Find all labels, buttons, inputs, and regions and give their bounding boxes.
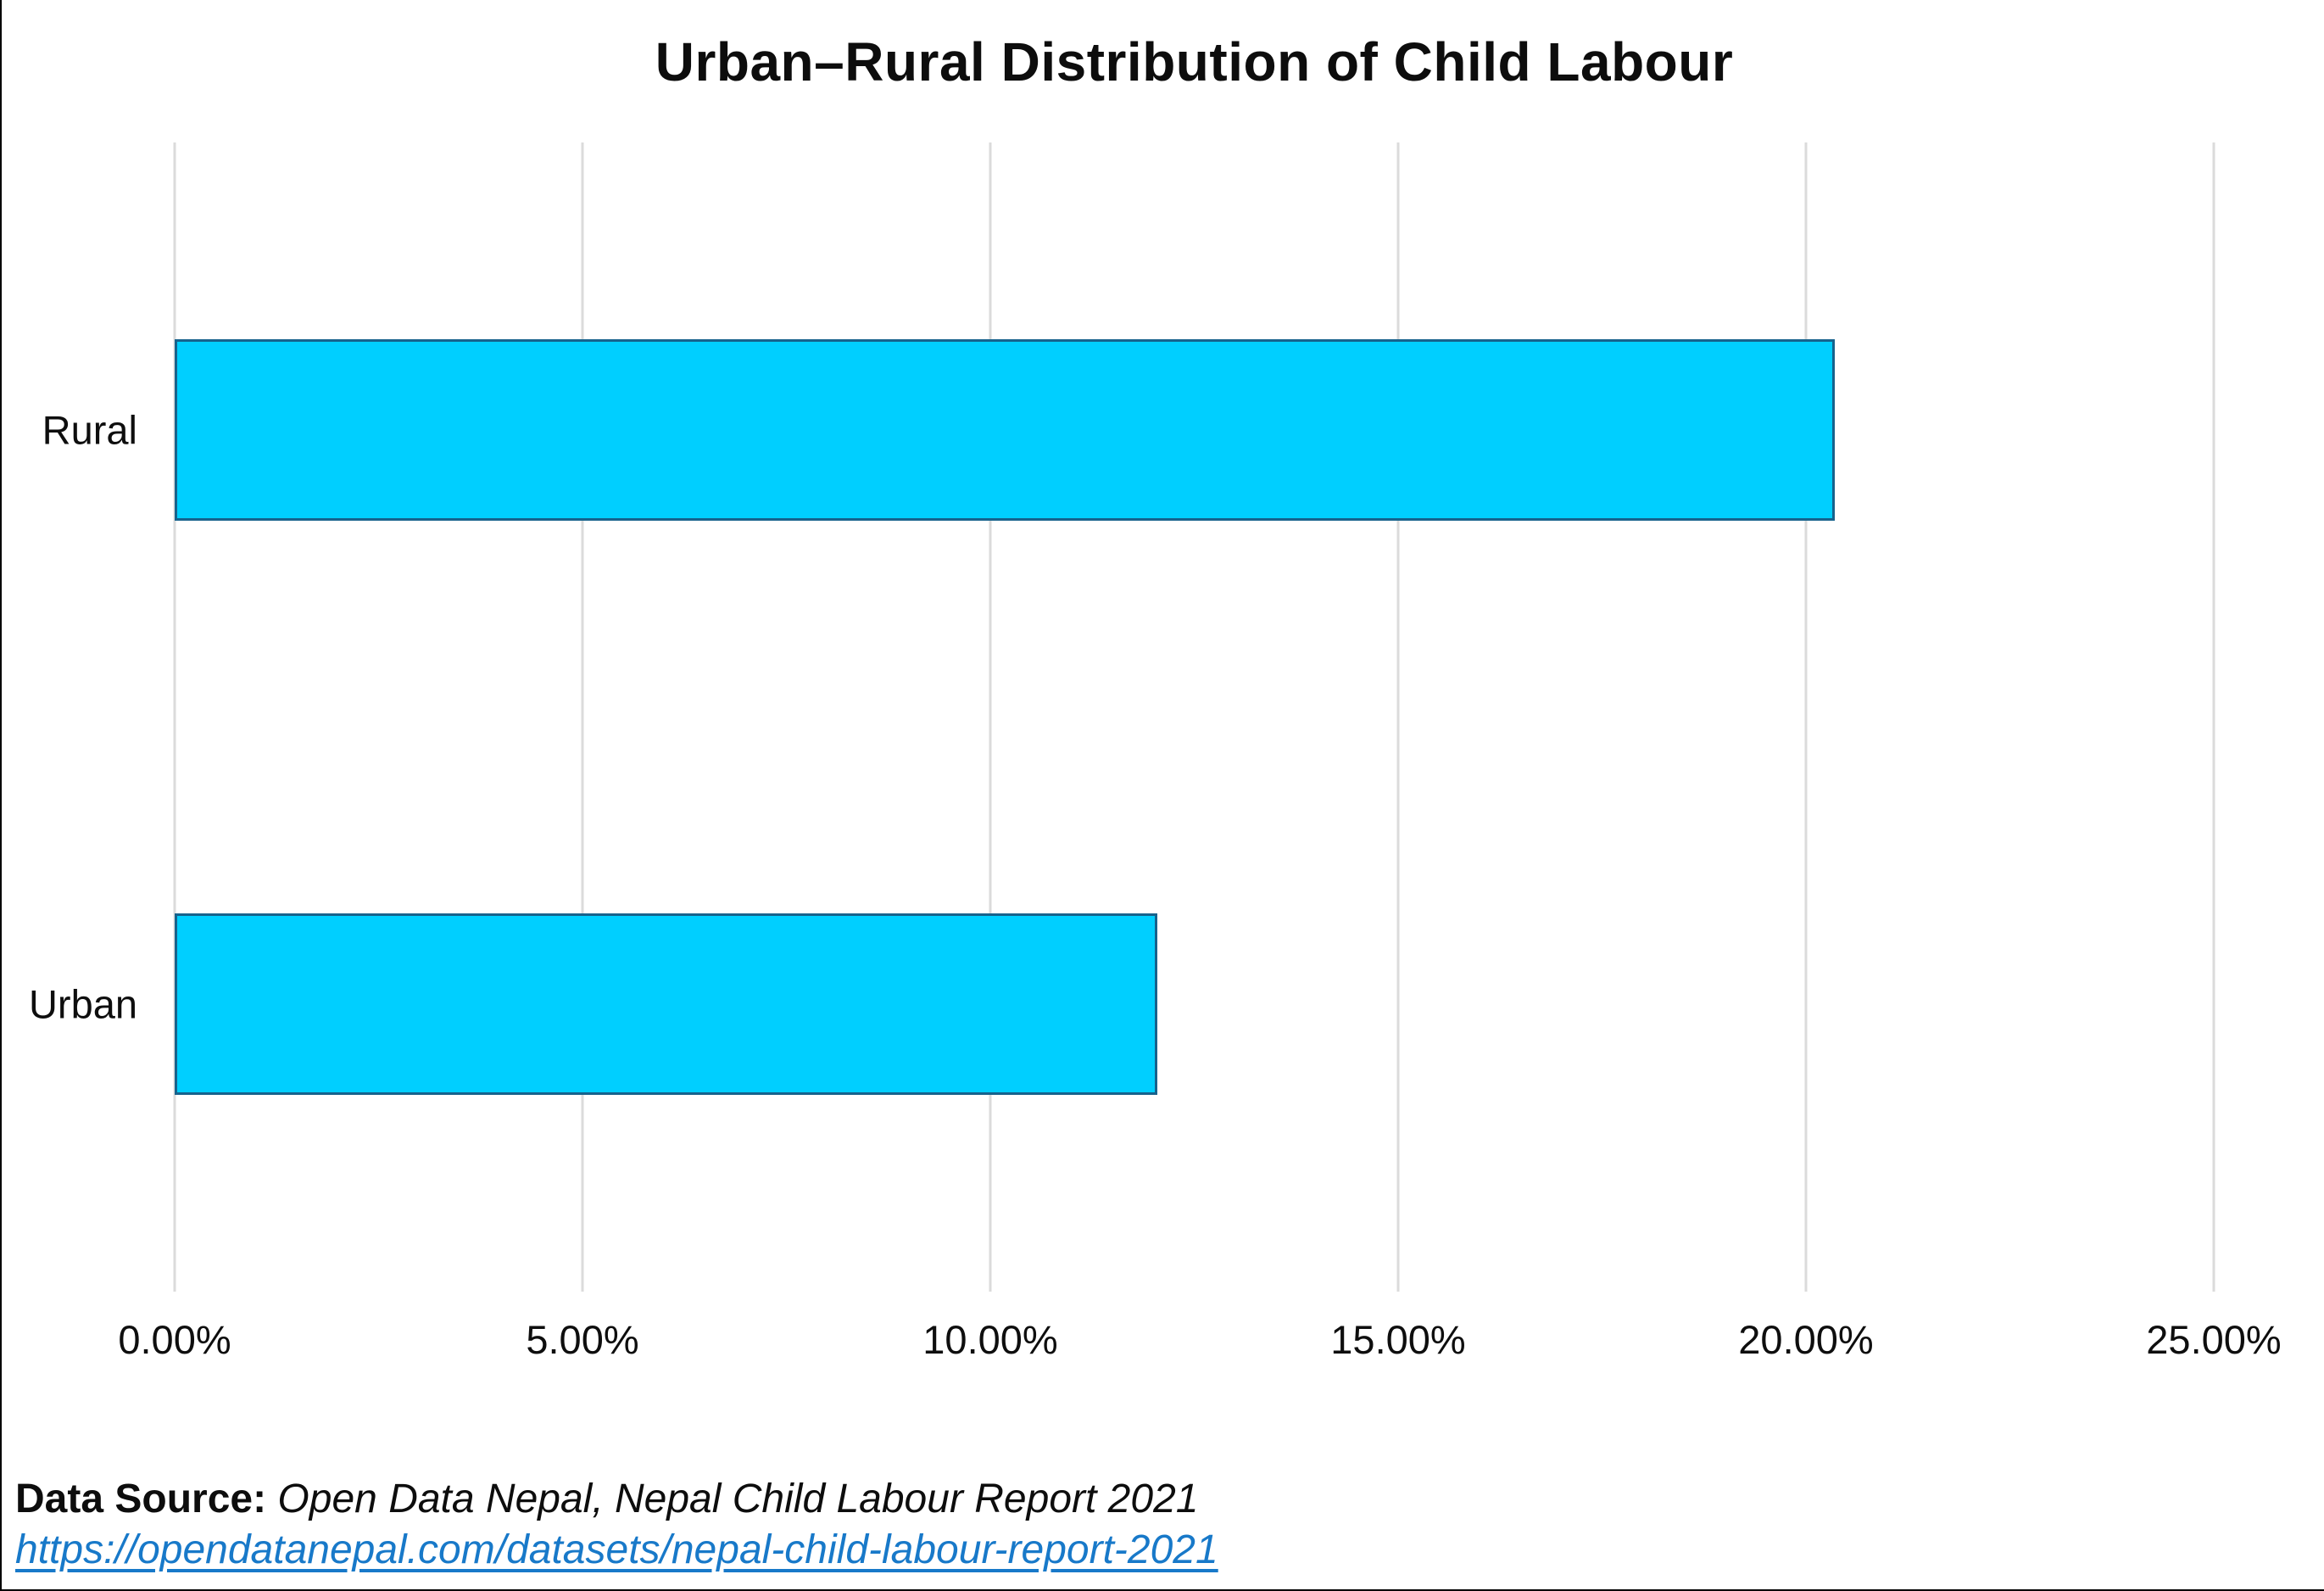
- category-label-urban: Urban: [28, 981, 137, 1027]
- plot-area: [173, 142, 2215, 1292]
- gridline-5.00%: [581, 142, 584, 1292]
- gridline-0.00%: [173, 142, 176, 1292]
- x-tick-label-5.00%: 5.00%: [526, 1317, 639, 1362]
- source-text: Open Data Nepal, Nepal Child Labour Repo…: [266, 1477, 1199, 1521]
- source-line: Data Source: Open Data Nepal, Nepal Chil…: [15, 1474, 1218, 1525]
- x-tick-label-15.00%: 15.00%: [1330, 1317, 1466, 1362]
- bar-urban: [175, 913, 1158, 1096]
- gridline-10.00%: [989, 142, 992, 1292]
- chart-title: Urban–Rural Distribution of Child Labour: [655, 31, 1734, 92]
- source-label: Data Source:: [15, 1477, 267, 1521]
- x-tick-label-25.00%: 25.00%: [2146, 1317, 2282, 1362]
- gridline-20.00%: [1804, 142, 1808, 1292]
- bar-rural: [175, 338, 1835, 521]
- source-link[interactable]: https://opendatanepal.com/datasets/nepal…: [15, 1527, 1218, 1572]
- x-tick-label-20.00%: 20.00%: [1738, 1317, 1874, 1362]
- gridline-25.00%: [2212, 142, 2215, 1292]
- category-label-rural: Rural: [42, 407, 137, 453]
- x-tick-label-10.00%: 10.00%: [922, 1317, 1058, 1362]
- x-tick-label-0.00%: 0.00%: [118, 1317, 231, 1362]
- source-block: Data Source: Open Data Nepal, Nepal Chil…: [15, 1474, 1218, 1576]
- gridline-15.00%: [1396, 142, 1400, 1292]
